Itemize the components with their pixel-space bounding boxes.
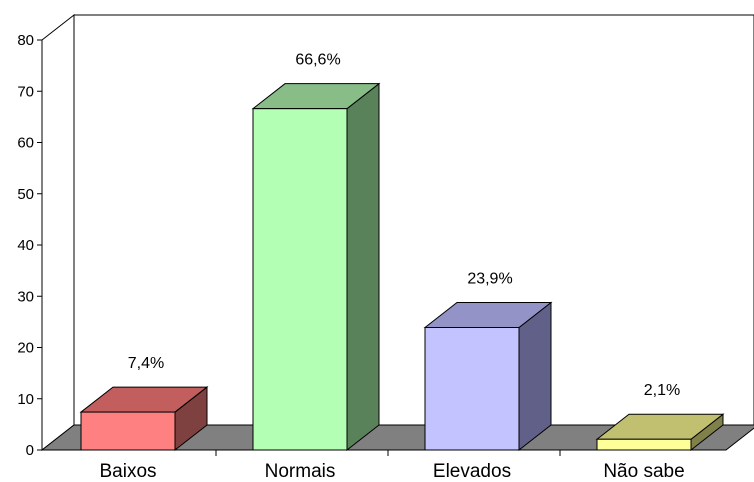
y-tick-label: 20 <box>17 340 34 357</box>
data-label: 7,4% <box>128 355 164 372</box>
bar <box>423 301 553 452</box>
bar <box>79 386 209 452</box>
y-tick-label: 80 <box>17 32 34 49</box>
bar-front <box>424 327 520 451</box>
category-label: Elevados <box>433 461 511 482</box>
data-label: 2,1% <box>644 382 680 399</box>
category-label: Baixos <box>99 461 156 482</box>
bar-side <box>518 301 552 452</box>
data-label: 66,6% <box>295 52 340 69</box>
y-tick-label: 70 <box>17 83 34 100</box>
y-tick-label: 40 <box>17 237 34 254</box>
data-labels: 7,4% 66,6% 23,9% 2,1% <box>128 52 680 400</box>
category-labels: Baixos Normais Elevados Não sabe <box>99 461 684 482</box>
bar <box>595 413 725 452</box>
y-tick-label: 0 <box>26 442 34 459</box>
bar-front <box>252 108 348 451</box>
category-label: Normais <box>265 461 336 482</box>
data-label: 23,9% <box>467 271 512 288</box>
bar-side <box>346 82 380 452</box>
bar-front <box>596 438 692 451</box>
y-tick-label: 30 <box>17 288 34 305</box>
bar-front <box>80 411 176 451</box>
category-label: Não sabe <box>603 461 684 482</box>
side-wall <box>41 13 75 452</box>
bars <box>79 82 725 452</box>
chart-walls <box>41 13 754 452</box>
y-tick-label: 50 <box>17 186 34 203</box>
y-tick-label: 10 <box>17 391 34 408</box>
back-wall <box>73 14 754 426</box>
bar <box>251 82 381 452</box>
y-tick-label: 60 <box>17 135 34 152</box>
